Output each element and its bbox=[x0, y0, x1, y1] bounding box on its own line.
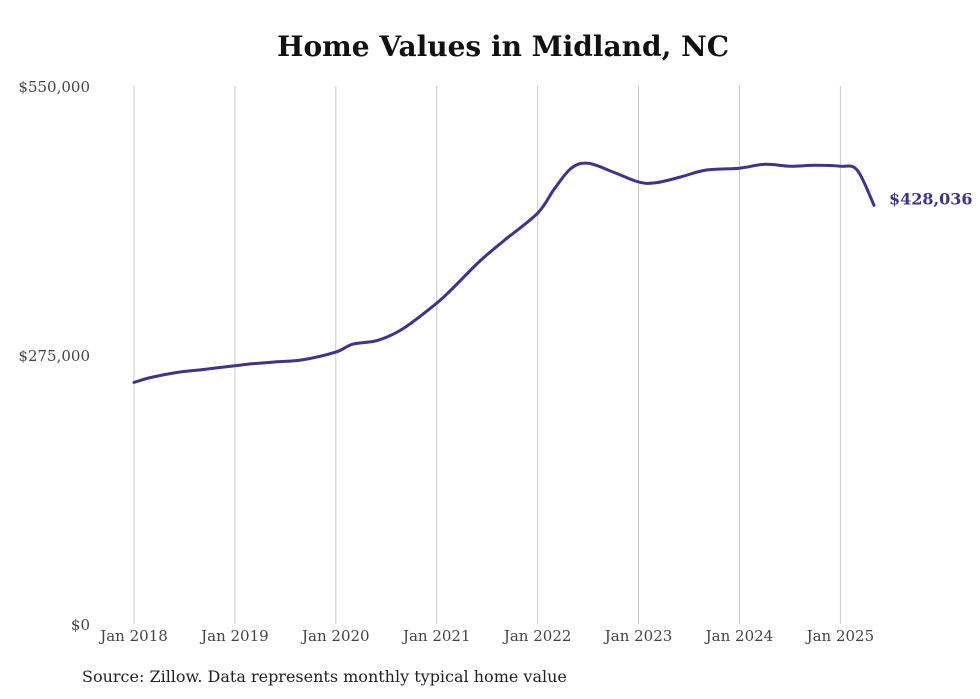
y-tick-label: $550,000 bbox=[18, 78, 90, 96]
x-tick-label: Jan 2019 bbox=[199, 627, 269, 645]
chart-title: Home Values in Midland, NC bbox=[277, 30, 729, 63]
x-tick-label: Jan 2024 bbox=[704, 627, 774, 645]
x-tick-label: Jan 2025 bbox=[805, 627, 875, 645]
x-tick-label: Jan 2018 bbox=[98, 627, 168, 645]
x-tick-label: Jan 2023 bbox=[603, 627, 673, 645]
x-tick-label: Jan 2022 bbox=[502, 627, 572, 645]
x-tick-label: Jan 2021 bbox=[401, 627, 471, 645]
y-tick-label: $0 bbox=[71, 616, 90, 634]
x-tick-label: Jan 2020 bbox=[300, 627, 370, 645]
y-tick-label: $275,000 bbox=[18, 347, 90, 365]
source-note: Source: Zillow. Data represents monthly … bbox=[82, 667, 567, 686]
series-line bbox=[132, 161, 876, 384]
end-value-label: $428,036 bbox=[889, 189, 973, 208]
